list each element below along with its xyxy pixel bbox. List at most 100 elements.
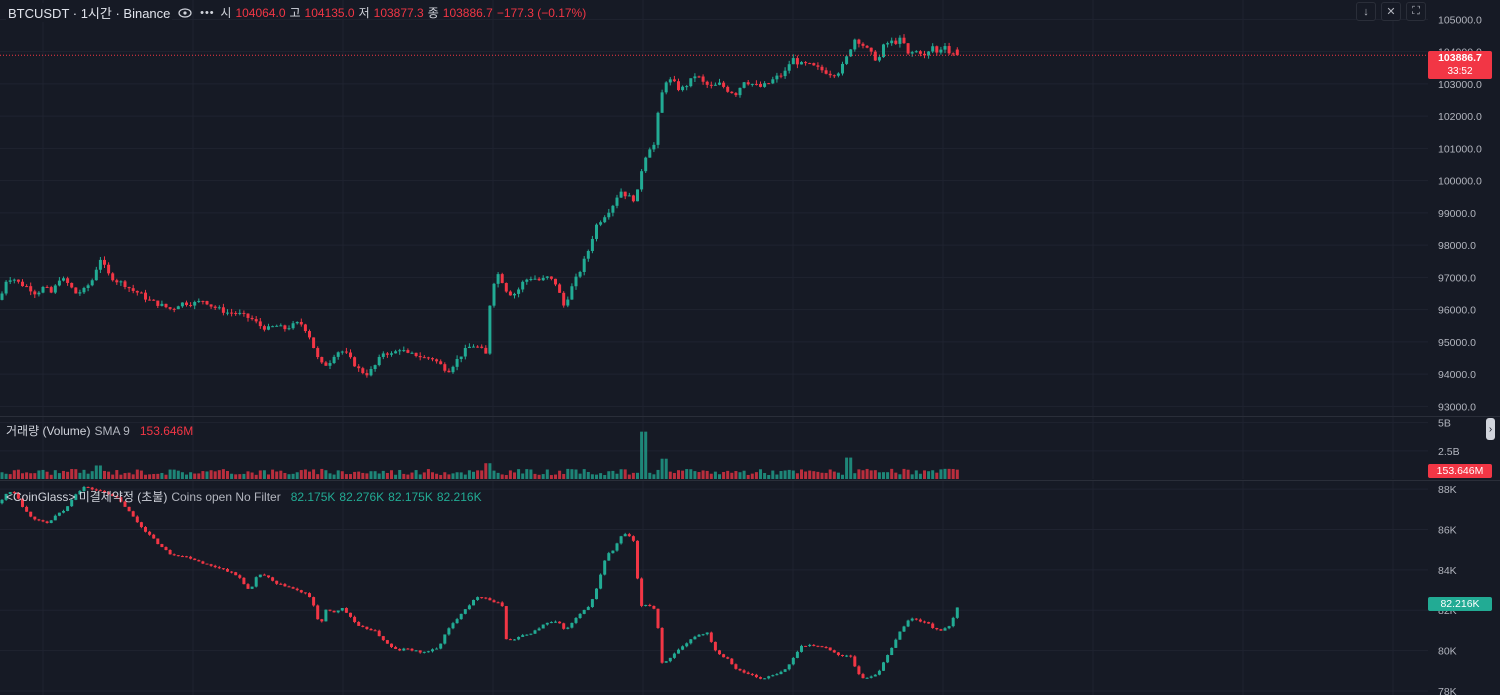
- open-interest-pane[interactable]: 88K 86K 84K 82K 80K 78K <CoinGlass> 미결제약정 (초불…: [0, 481, 1500, 695]
- candle-body: [677, 649, 680, 654]
- symbol-title[interactable]: BTCUSDT · 1시간 · Binance: [6, 3, 173, 22]
- candle-body: [422, 651, 426, 653]
- candle-body: [62, 510, 65, 513]
- eye-icon[interactable]: [176, 5, 194, 21]
- candle-body: [168, 550, 172, 555]
- candle-body: [882, 44, 885, 58]
- volume-bar: [316, 474, 320, 479]
- volume-bar: [558, 470, 562, 479]
- volume-bar: [554, 474, 557, 479]
- arrow-down-icon[interactable]: ↓: [1356, 2, 1376, 21]
- y-axis-tick-label: 94000.0: [1438, 369, 1476, 381]
- open-interest-params: Coins open No Filter: [171, 489, 281, 504]
- collapse-icon[interactable]: ✕: [1381, 2, 1401, 21]
- candle-body: [746, 672, 750, 674]
- candle-body: [652, 144, 656, 150]
- volume-bar: [29, 473, 33, 479]
- price-chart[interactable]: 105000.0104000.0103000.0102000.0101000.0…: [0, 0, 1500, 416]
- volume-bar: [607, 471, 611, 479]
- candle-body: [185, 556, 188, 558]
- volume-bar: [12, 470, 16, 479]
- volume-bar: [144, 474, 147, 479]
- volume-bar: [746, 474, 750, 479]
- candle-body: [648, 149, 652, 158]
- volume-bar: [242, 473, 246, 479]
- fullscreen-icon[interactable]: ⛶: [1406, 2, 1426, 21]
- volume-bar: [369, 471, 373, 479]
- candle-body: [644, 157, 648, 172]
- last-price-badge: 103886.7 33:52: [1428, 51, 1492, 79]
- candle-body: [791, 657, 795, 665]
- volume-bar: [672, 473, 676, 479]
- candle-body: [271, 326, 275, 328]
- volume-bar: [713, 471, 717, 479]
- candle-body: [779, 671, 783, 675]
- volume-bar: [234, 474, 238, 479]
- candle-body: [74, 287, 78, 294]
- volume-bar: [857, 469, 861, 479]
- volume-bar: [726, 470, 730, 479]
- volume-bar: [148, 474, 152, 479]
- candle-body: [316, 605, 320, 620]
- candle-body: [33, 516, 37, 520]
- volume-title[interactable]: 거래량 (Volume): [6, 424, 91, 438]
- candle-body: [726, 657, 730, 659]
- candle-body: [713, 84, 717, 86]
- candle-body: [849, 655, 853, 657]
- volume-bar: [800, 469, 803, 479]
- candle-body: [738, 87, 742, 96]
- candle-body: [914, 618, 918, 620]
- pane-separator[interactable]: [0, 416, 1500, 417]
- oi-open: 82.175K: [290, 489, 336, 504]
- volume-bar: [955, 469, 959, 479]
- volume-bar: [98, 465, 102, 479]
- candle-body: [25, 286, 29, 288]
- candle-body: [418, 650, 422, 653]
- candle-body: [287, 328, 291, 330]
- candle-body: [804, 62, 808, 64]
- candle-body: [8, 492, 12, 494]
- candle-body: [37, 519, 41, 521]
- candle-body: [590, 238, 594, 251]
- candle-body: [648, 604, 652, 606]
- candle-body: [857, 39, 861, 44]
- candle-body: [209, 304, 213, 307]
- candle-body: [45, 286, 49, 288]
- pane-separator[interactable]: [0, 480, 1500, 481]
- close-label: 종: [427, 6, 439, 20]
- candle-body: [431, 358, 434, 360]
- pane-collapse-button[interactable]: ›: [1486, 418, 1495, 440]
- candle-body: [90, 280, 94, 286]
- price-chart-pane[interactable]: 105000.0104000.0103000.0102000.0101000.0…: [0, 0, 1500, 416]
- candle-body: [759, 83, 762, 87]
- volume-bar: [902, 468, 906, 479]
- volume-bar: [176, 470, 180, 479]
- volume-bar: [541, 474, 545, 479]
- volume-bar: [722, 472, 726, 479]
- candle-body: [320, 619, 324, 622]
- candle-body: [357, 622, 361, 626]
- candle-body: [410, 352, 414, 354]
- volume-pane[interactable]: 5B 2.5B 거래량 (Volume) SMA 9 153.646M 153.6…: [0, 417, 1500, 479]
- candle-body: [123, 281, 127, 288]
- volume-bar: [254, 474, 258, 479]
- volume-bar: [861, 470, 865, 479]
- candle-body: [472, 599, 475, 606]
- candle-body: [672, 79, 676, 82]
- candle-body: [586, 250, 590, 259]
- candle-body: [365, 626, 369, 629]
- candle-body: [599, 574, 603, 589]
- candle-body: [25, 506, 29, 512]
- candle-body: [504, 606, 508, 640]
- candle-body: [180, 556, 184, 558]
- volume-bar: [771, 470, 775, 479]
- open-interest-title[interactable]: <CoinGlass> 미결제약정 (초불): [6, 490, 168, 504]
- volume-bar: [754, 472, 758, 479]
- volume-bar: [787, 469, 791, 479]
- candle-body: [627, 195, 631, 197]
- candle-body: [619, 536, 623, 544]
- candle-body: [824, 70, 828, 74]
- more-icon[interactable]: •••: [200, 6, 215, 19]
- volume-bar: [681, 470, 685, 479]
- candle-body: [148, 299, 152, 301]
